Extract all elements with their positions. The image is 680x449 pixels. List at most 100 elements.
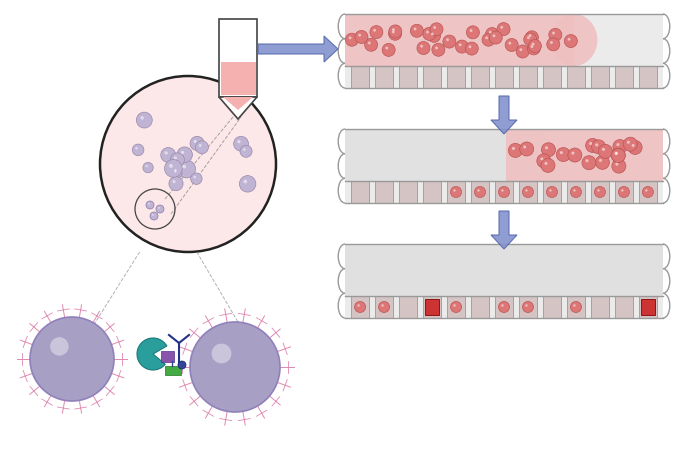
Circle shape bbox=[165, 159, 182, 177]
Circle shape bbox=[486, 27, 498, 40]
Circle shape bbox=[545, 162, 547, 165]
Circle shape bbox=[552, 31, 555, 35]
FancyBboxPatch shape bbox=[345, 129, 663, 203]
Circle shape bbox=[133, 144, 144, 156]
FancyBboxPatch shape bbox=[543, 181, 561, 203]
Circle shape bbox=[160, 148, 175, 163]
Circle shape bbox=[430, 23, 443, 36]
FancyBboxPatch shape bbox=[345, 244, 663, 296]
Circle shape bbox=[171, 168, 182, 178]
Circle shape bbox=[497, 22, 510, 35]
FancyBboxPatch shape bbox=[615, 296, 633, 318]
Circle shape bbox=[602, 148, 605, 151]
Circle shape bbox=[541, 158, 555, 172]
Circle shape bbox=[199, 144, 201, 147]
FancyBboxPatch shape bbox=[345, 129, 531, 181]
Circle shape bbox=[446, 38, 449, 41]
Circle shape bbox=[368, 42, 371, 44]
Circle shape bbox=[355, 31, 368, 44]
Circle shape bbox=[181, 151, 184, 154]
Circle shape bbox=[469, 45, 471, 48]
Circle shape bbox=[525, 189, 528, 192]
FancyBboxPatch shape bbox=[641, 299, 655, 315]
Circle shape bbox=[177, 147, 192, 163]
Circle shape bbox=[489, 31, 492, 34]
FancyBboxPatch shape bbox=[519, 296, 537, 318]
Polygon shape bbox=[258, 36, 338, 62]
FancyBboxPatch shape bbox=[639, 66, 657, 88]
Circle shape bbox=[498, 301, 509, 313]
FancyBboxPatch shape bbox=[345, 244, 663, 318]
Circle shape bbox=[527, 36, 530, 39]
Circle shape bbox=[512, 147, 515, 150]
Circle shape bbox=[211, 343, 231, 363]
Circle shape bbox=[547, 186, 558, 198]
FancyBboxPatch shape bbox=[519, 181, 537, 203]
Circle shape bbox=[549, 28, 562, 41]
Circle shape bbox=[420, 45, 423, 48]
Circle shape bbox=[194, 176, 196, 178]
Circle shape bbox=[451, 301, 462, 313]
Circle shape bbox=[435, 47, 438, 49]
Circle shape bbox=[182, 165, 186, 168]
Circle shape bbox=[349, 36, 352, 40]
Circle shape bbox=[520, 48, 522, 51]
Circle shape bbox=[137, 112, 152, 128]
Circle shape bbox=[571, 186, 581, 198]
Circle shape bbox=[492, 34, 496, 37]
Circle shape bbox=[373, 29, 376, 32]
Circle shape bbox=[585, 159, 588, 162]
Circle shape bbox=[195, 141, 208, 154]
Circle shape bbox=[528, 40, 541, 53]
Circle shape bbox=[592, 140, 606, 154]
Circle shape bbox=[509, 143, 522, 158]
FancyBboxPatch shape bbox=[543, 66, 561, 88]
Circle shape bbox=[505, 39, 518, 52]
Circle shape bbox=[432, 43, 445, 56]
Circle shape bbox=[417, 42, 430, 54]
Circle shape bbox=[382, 44, 395, 57]
FancyBboxPatch shape bbox=[639, 181, 657, 203]
Circle shape bbox=[178, 361, 186, 369]
Circle shape bbox=[522, 186, 534, 198]
Circle shape bbox=[530, 45, 533, 48]
FancyBboxPatch shape bbox=[543, 296, 561, 318]
Circle shape bbox=[243, 180, 247, 183]
FancyBboxPatch shape bbox=[447, 181, 465, 203]
Circle shape bbox=[177, 160, 196, 178]
Circle shape bbox=[541, 158, 543, 160]
Circle shape bbox=[532, 43, 534, 46]
Circle shape bbox=[525, 304, 528, 307]
Circle shape bbox=[486, 36, 488, 40]
FancyBboxPatch shape bbox=[567, 66, 585, 88]
Circle shape bbox=[174, 170, 177, 173]
Circle shape bbox=[143, 163, 153, 173]
FancyBboxPatch shape bbox=[351, 66, 369, 88]
FancyBboxPatch shape bbox=[351, 181, 369, 203]
FancyBboxPatch shape bbox=[447, 66, 465, 88]
Circle shape bbox=[194, 140, 197, 143]
FancyBboxPatch shape bbox=[471, 296, 489, 318]
Circle shape bbox=[615, 163, 618, 166]
Circle shape bbox=[582, 156, 596, 170]
Circle shape bbox=[550, 41, 553, 44]
Circle shape bbox=[628, 141, 642, 154]
Circle shape bbox=[454, 304, 456, 307]
Circle shape bbox=[541, 143, 556, 157]
FancyBboxPatch shape bbox=[507, 129, 663, 181]
Circle shape bbox=[237, 140, 241, 143]
Circle shape bbox=[456, 40, 469, 53]
Circle shape bbox=[190, 136, 204, 150]
Circle shape bbox=[386, 47, 388, 49]
Circle shape bbox=[135, 147, 138, 150]
Circle shape bbox=[523, 145, 526, 149]
Circle shape bbox=[595, 143, 598, 146]
Circle shape bbox=[165, 151, 168, 154]
Ellipse shape bbox=[508, 129, 555, 181]
FancyBboxPatch shape bbox=[399, 181, 417, 203]
Circle shape bbox=[428, 29, 441, 42]
Circle shape bbox=[171, 153, 184, 167]
FancyBboxPatch shape bbox=[220, 62, 256, 95]
Circle shape bbox=[148, 203, 150, 205]
Circle shape bbox=[388, 27, 402, 40]
